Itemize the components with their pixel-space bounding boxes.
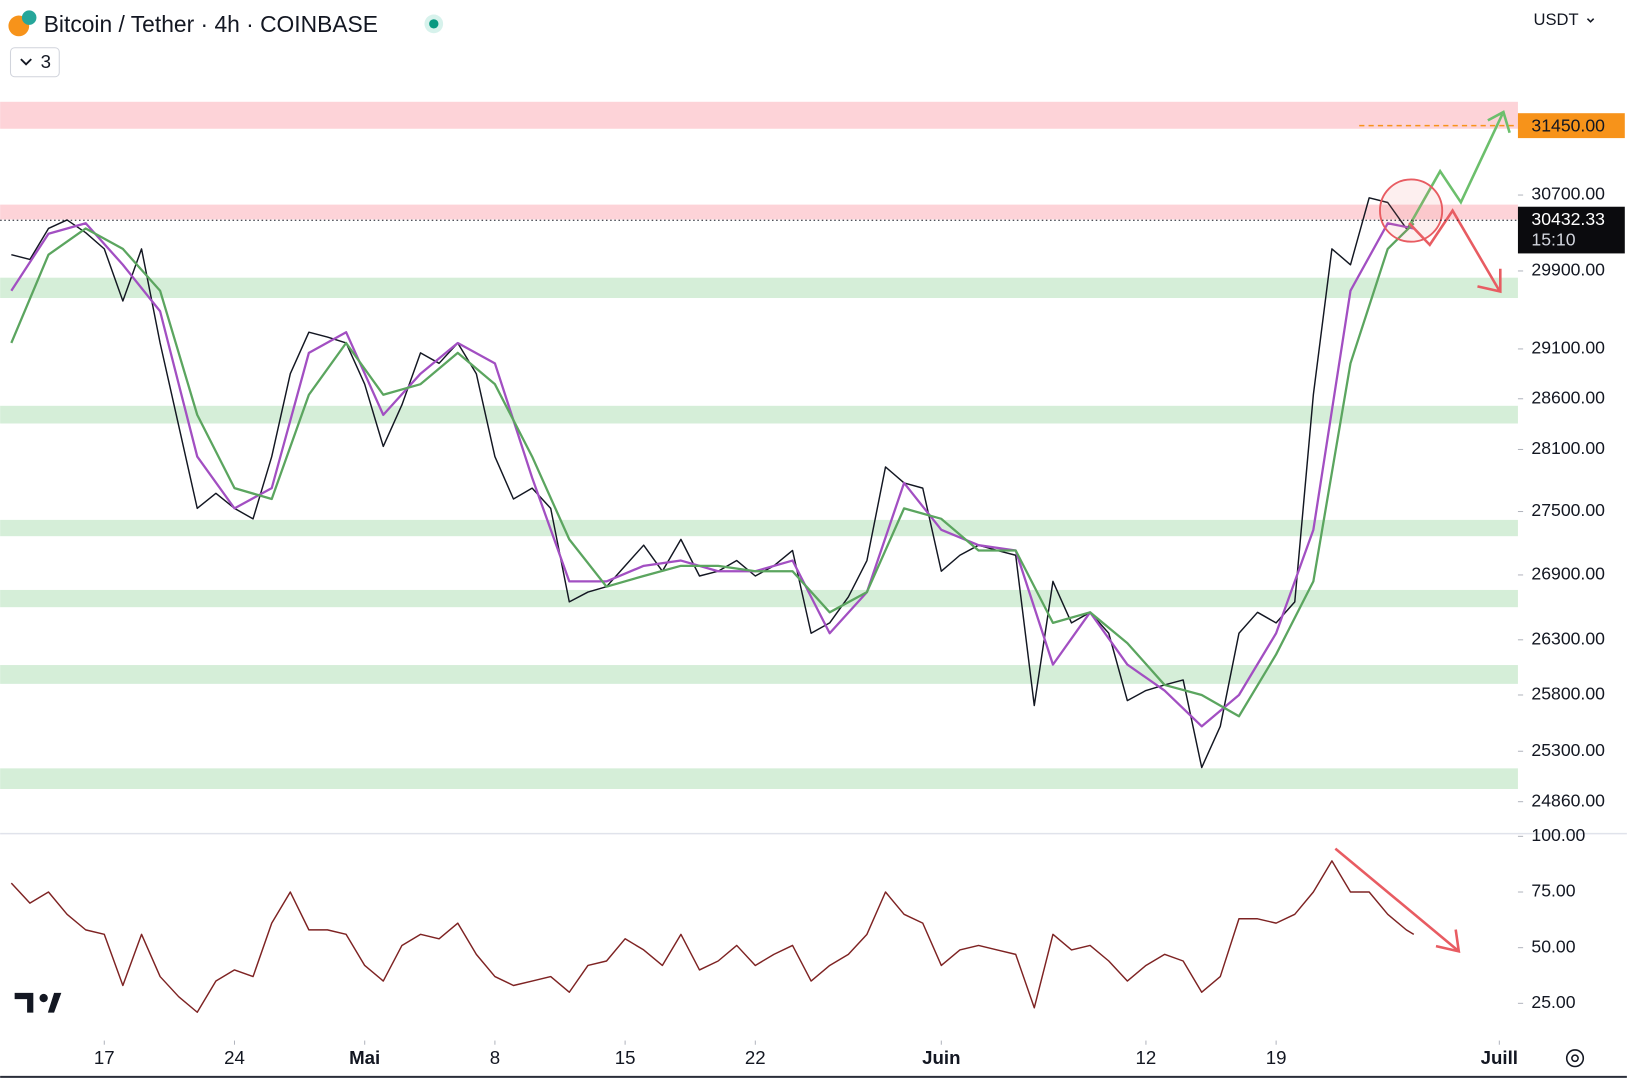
symbol-title: Bitcoin / Tether · 4h · COINBASE <box>44 11 378 37</box>
price-zone <box>0 519 1518 537</box>
y-tick-label: 50.00 <box>1531 936 1575 956</box>
y-tick-label: 100.00 <box>1531 825 1585 845</box>
x-tick-label: 15 <box>615 1047 636 1068</box>
price-zone <box>0 101 1518 129</box>
settings-icon <box>1571 1054 1579 1063</box>
y-tick-label: 28600.00 <box>1531 387 1605 407</box>
y-tick-label: 25.00 <box>1531 992 1575 1012</box>
moving-average <box>10 222 1414 728</box>
price-zone <box>0 665 1518 684</box>
moving-average <box>10 222 1415 718</box>
rsi-divergence-arrow <box>1334 847 1459 952</box>
x-tick-label: 24 <box>224 1047 245 1068</box>
symbol-icon <box>21 10 37 25</box>
x-tick-label: 22 <box>745 1047 766 1068</box>
arrowhead <box>1477 268 1502 294</box>
status-dot <box>429 19 439 29</box>
currency[interactable]: USDT <box>1534 10 1579 29</box>
x-tick-label: 8 <box>490 1047 500 1068</box>
y-tick-label: 27500.00 <box>1531 500 1605 520</box>
x-tick-label: Juin <box>922 1047 960 1068</box>
y-tick-label: 29900.00 <box>1531 260 1605 280</box>
x-tick-label: 19 <box>1266 1047 1287 1068</box>
y-tick-label: 28100.00 <box>1531 438 1605 458</box>
y-tick-label: 29100.00 <box>1531 338 1605 358</box>
x-tick-label: 12 <box>1136 1047 1157 1068</box>
indicators-toggle[interactable] <box>9 47 60 78</box>
price-zone <box>0 768 1518 789</box>
chevron <box>20 58 32 66</box>
y-tick-label: 25300.00 <box>1531 740 1605 760</box>
price-zone <box>0 405 1518 424</box>
y-tick-label: 26900.00 <box>1531 564 1605 584</box>
x-tick-label: Mai <box>349 1047 380 1068</box>
y-tick-label: 24860.00 <box>1531 790 1605 810</box>
y-tick-label: 25800.00 <box>1531 684 1605 704</box>
y-tick-label: 75.00 <box>1531 881 1575 901</box>
highlight-circle <box>1379 178 1444 243</box>
bull-arrow <box>1407 113 1504 227</box>
price-zone <box>0 589 1518 608</box>
bear-arrow <box>1408 208 1501 292</box>
x-tick-label: 17 <box>94 1047 115 1068</box>
rsi-line <box>10 860 1415 1013</box>
bar-countdown: 15:10 <box>1531 230 1575 250</box>
indicators-count: 3 <box>41 51 51 72</box>
arrowhead <box>1435 929 1461 954</box>
settings-icon[interactable] <box>1565 1049 1585 1068</box>
x-tick-label: Juill <box>1481 1047 1518 1068</box>
y-tick-label: 26300.00 <box>1531 628 1605 648</box>
zones <box>0 101 1518 789</box>
y-tick-label: 30700.00 <box>1531 184 1605 204</box>
plot <box>10 197 1415 1013</box>
price-level-tag <box>1517 113 1625 139</box>
price-level-label: 31450.00 <box>1531 115 1605 135</box>
logo <box>14 992 62 1013</box>
chevron <box>1586 18 1595 23</box>
last-price-tag <box>1517 206 1625 254</box>
arrowhead <box>1487 110 1511 134</box>
last-price-label: 30432.33 <box>1531 209 1605 229</box>
price-zone <box>0 204 1518 220</box>
price-zone <box>0 277 1518 299</box>
